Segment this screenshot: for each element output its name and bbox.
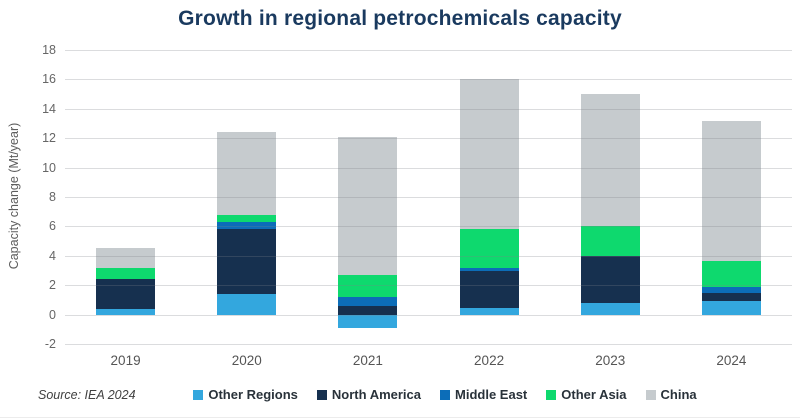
legend-label: China [660,387,697,402]
gridline [65,255,792,257]
bar-segment-middle-east [217,221,277,230]
gridline [65,50,792,51]
x-tick-label: 2022 [474,353,505,368]
bar-segment-china [459,79,519,230]
bar-segment-north-america [580,255,640,303]
bar-segment-china [217,132,277,215]
y-tick-label: 12 [42,131,56,146]
bar-segment-other-asia [701,260,761,288]
bar-segment-north-america [217,229,277,294]
bar-segment-north-america [96,279,156,309]
gridline [65,197,792,198]
x-tick-label: 2019 [110,353,141,368]
y-tick-label: 6 [49,219,56,234]
gridline [65,108,792,110]
bar-segment-china [580,94,640,227]
legend-swatch-icon [546,389,557,400]
bar-segment-north-america [338,305,398,315]
legend-item-china: China [645,387,697,402]
x-tick-label: 2024 [716,353,747,368]
bar-segment-other-asia [338,274,398,297]
chart-footer: Source: IEA 2024 Other Regions North Amer… [0,387,800,407]
bar-segment-china [96,248,156,268]
bar-segment-other-regions [96,308,156,315]
x-tick-label: 2020 [231,353,262,368]
legend-item-middle-east: Middle East [440,387,527,402]
chart-title: Growth in regional petrochemicals capaci… [178,7,622,30]
y-tick-label: 4 [49,248,56,263]
bar-segment-other-asia [580,226,640,256]
bar-segment-other-asia [459,229,519,268]
legend-swatch-icon [193,389,204,400]
legend-label: Other Regions [208,387,298,402]
bar-segment-other-regions [459,307,519,315]
gridline [65,138,792,140]
bar-segment-other-regions [701,301,761,315]
y-tick-label: 10 [42,160,56,175]
bar-segment-other-regions [338,314,398,328]
legend-swatch-icon [645,389,656,400]
legend-swatch-icon [316,389,327,400]
y-tick-label: 16 [42,72,56,87]
legend-label: North America [331,387,422,402]
gridline [65,226,792,228]
legend: Other Regions North America Middle East Oth… [160,387,730,402]
x-tick-label: 2023 [595,353,626,368]
bar-segment-other-regions [217,294,277,315]
legend-label: Other Asia [561,387,627,402]
gridline [65,285,792,287]
legend-label: Middle East [455,387,528,402]
bar-segment-china [701,121,761,261]
bar-segment-other-asia [96,267,156,280]
y-tick-label: 8 [49,190,56,204]
gridline [65,79,792,81]
x-tick-label: 2021 [352,353,383,368]
gridline [65,314,792,316]
legend-swatch-icon [440,389,451,400]
legend-item-other-regions: Other Regions [193,387,298,402]
bar-segment-middle-east [701,287,761,293]
bar-segment-north-america [459,271,519,308]
source-note: Source: IEA 2024 [38,388,136,402]
bar-segment-other-asia [217,214,277,222]
y-tick-label: 18 [42,43,56,57]
bar-segment-north-america [701,292,761,302]
gridline [65,344,792,345]
legend-item-north-america: North America [316,387,422,402]
legend-item-other-asia: Other Asia [546,387,627,402]
y-tick-label: 14 [42,101,56,116]
gridline [65,167,792,169]
bar-segment-other-regions [580,302,640,315]
bar-segment-middle-east [459,267,519,272]
y-tick-label: 0 [49,307,56,322]
y-tick-label: 2 [49,278,56,293]
bar-segment-middle-east [338,296,398,306]
bar-segment-china [338,136,398,275]
y-tick-label: -2 [44,337,56,351]
